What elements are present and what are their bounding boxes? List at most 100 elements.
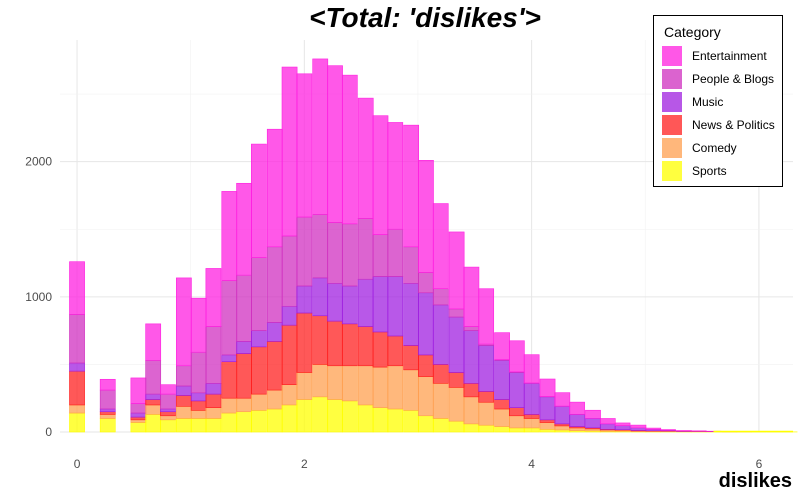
bar-entertainment: [508, 340, 525, 373]
bar-comedy: [357, 365, 374, 406]
bar-sports: [341, 400, 358, 433]
bar-people-blogs: [130, 403, 147, 414]
bar-music: [599, 423, 616, 430]
bar-news-politics: [190, 400, 207, 411]
bar-comedy: [160, 415, 176, 421]
bar-entertainment: [221, 191, 238, 281]
bar-sports: [236, 411, 252, 433]
bar-comedy: [463, 396, 480, 425]
bar-news-politics: [463, 383, 480, 398]
bar-sports: [69, 412, 85, 433]
bar-entertainment: [69, 261, 85, 315]
y-tick-label: 1000: [25, 290, 52, 304]
bar-people-blogs: [403, 246, 420, 284]
bar-people-blogs: [357, 218, 374, 280]
bar-sports: [432, 418, 449, 433]
bar-news-politics: [130, 416, 147, 421]
bar-sports: [327, 399, 343, 433]
bar-people-blogs: [160, 393, 176, 410]
bar-entertainment: [630, 424, 647, 429]
bar-people-blogs: [387, 228, 404, 277]
bar-people-blogs: [341, 223, 358, 287]
bar-entertainment: [478, 288, 495, 345]
legend-key-news-politics: [662, 115, 682, 135]
bar-music: [448, 316, 465, 373]
bar-sports: [478, 424, 495, 433]
legend-label: News & Politics: [692, 118, 775, 132]
bar-music: [99, 408, 116, 413]
bar-music: [205, 383, 222, 395]
bar-news-politics: [403, 345, 420, 371]
bar-comedy: [523, 418, 540, 429]
bar-people-blogs: [251, 257, 267, 331]
bar-entertainment: [418, 160, 434, 273]
bar-comedy: [130, 419, 147, 423]
bar-entertainment: [569, 401, 585, 415]
bar-people-blogs: [221, 280, 238, 356]
bar-people-blogs: [266, 246, 283, 323]
bar-people-blogs: [205, 326, 222, 384]
bar-people-blogs: [190, 351, 207, 394]
bar-comedy: [569, 427, 585, 431]
legend-label: Comedy: [692, 141, 737, 155]
legend-key-music: [662, 92, 682, 112]
bar-entertainment: [296, 73, 313, 218]
bar-news-politics: [418, 354, 434, 377]
bar-music: [539, 396, 556, 421]
bar-comedy: [176, 406, 192, 419]
bar-entertainment: [357, 97, 374, 219]
bar-people-blogs: [432, 288, 449, 306]
bar-music: [266, 322, 283, 342]
bar-entertainment: [523, 354, 540, 384]
bar-music: [585, 418, 601, 429]
bar-sports: [403, 410, 420, 433]
bar-comedy: [418, 376, 434, 417]
bar-comedy: [494, 408, 510, 427]
bar-comedy: [478, 401, 495, 426]
bar-news-politics: [327, 320, 343, 367]
bar-people-blogs: [99, 389, 116, 410]
legend-item-comedy: Comedy: [662, 138, 777, 161]
bar-sports: [448, 420, 465, 433]
legend-label: Entertainment: [692, 49, 767, 63]
bar-comedy: [539, 422, 556, 430]
bar-music: [523, 383, 540, 415]
bar-news-politics: [296, 312, 313, 373]
x-tick-label: 4: [528, 457, 535, 471]
bar-music: [190, 392, 207, 402]
bar-sports: [281, 404, 298, 433]
bar-sports: [160, 419, 176, 433]
bar-music: [341, 285, 358, 325]
bar-sports: [554, 429, 571, 433]
y-tick-label: 2000: [25, 155, 52, 169]
bar-music: [296, 285, 313, 314]
bar-people-blogs: [418, 272, 434, 294]
bar-news-politics: [508, 407, 525, 417]
legend: Category Entertainment People & Blogs Musi…: [653, 15, 783, 187]
bar-music: [145, 393, 162, 400]
bar-entertainment: [176, 277, 192, 367]
bar-sports: [539, 428, 556, 433]
bar-sports: [130, 422, 147, 433]
bar-comedy: [508, 415, 525, 429]
bar-news-politics: [266, 341, 283, 391]
bar-news-politics: [387, 335, 404, 367]
bar-music: [478, 345, 495, 392]
legend-title: Category: [664, 24, 721, 40]
bar-music: [312, 277, 329, 317]
bar-news-politics: [494, 399, 510, 410]
bar-sports: [205, 418, 222, 433]
bar-music: [554, 406, 571, 425]
bar-music: [569, 414, 585, 427]
legend-item-entertainment: Entertainment: [662, 46, 777, 69]
bar-sports: [190, 418, 207, 433]
bar-music: [372, 276, 389, 333]
bar-sports: [145, 414, 162, 433]
bar-news-politics: [432, 364, 449, 384]
bar-comedy: [432, 383, 449, 419]
bar-entertainment: [99, 378, 116, 391]
bar-entertainment: [403, 124, 420, 248]
bar-news-politics: [145, 399, 162, 406]
bar-music: [387, 276, 404, 337]
bar-comedy: [190, 410, 207, 419]
